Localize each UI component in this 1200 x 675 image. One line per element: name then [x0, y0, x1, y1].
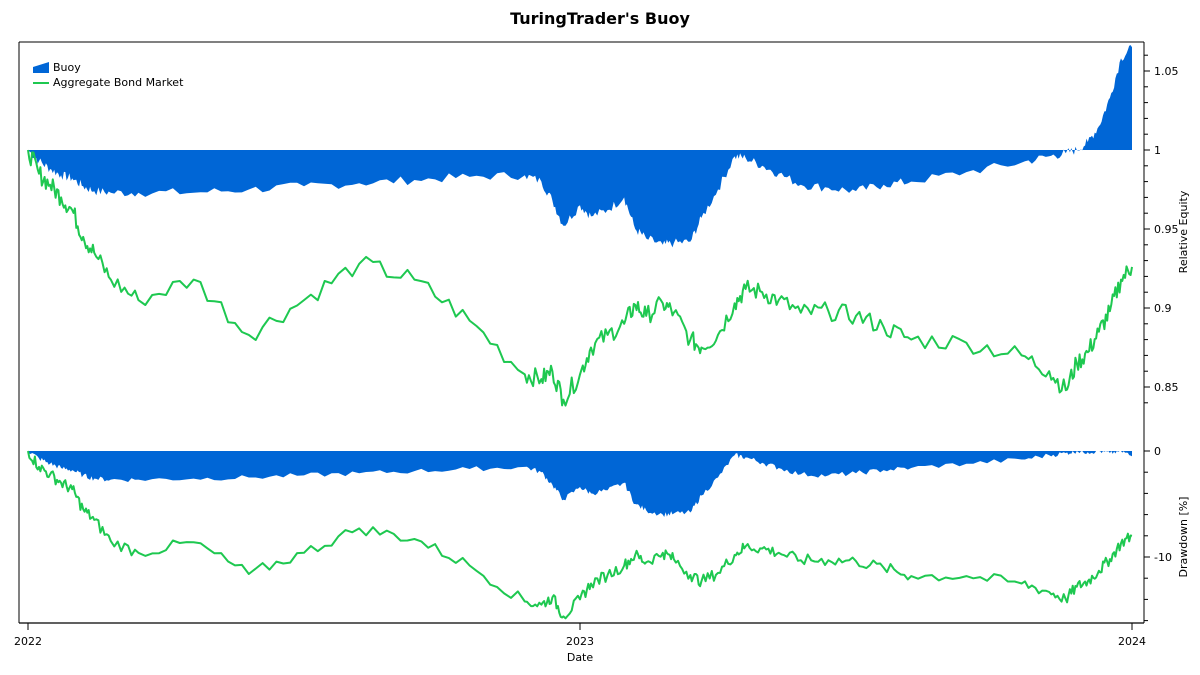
- x-axis-title: Date: [567, 651, 594, 664]
- equity-axis-title: Relative Equity: [1177, 190, 1190, 273]
- equity-tick-label: 0.95: [1154, 223, 1179, 236]
- x-tick-label: 2024: [1118, 635, 1146, 648]
- equity-tick-label: 0.9: [1154, 302, 1172, 315]
- chart-title: TuringTrader's Buoy: [510, 9, 690, 28]
- legend-label-bond: Aggregate Bond Market: [53, 76, 184, 89]
- line-swatch-icon: [33, 82, 49, 84]
- x-tick-label: 2023: [566, 635, 594, 648]
- drawdown-tick-label: -10: [1154, 551, 1172, 564]
- bond-equity-line: [27, 149, 1133, 407]
- equity-tick-label: 0.85: [1154, 381, 1179, 394]
- legend: Buoy Aggregate Bond Market: [33, 60, 183, 90]
- buoy-equity-area: [28, 45, 1132, 248]
- buoy-drawdown-area: [28, 451, 1132, 517]
- drawdown-axis-title: Drawdown [%]: [1177, 497, 1190, 578]
- axes: 1.05 1 0.95 0.9 0.85 0 -10 2022 2023 2024 Date Rela…: [14, 41, 1190, 664]
- legend-label-buoy: Buoy: [53, 61, 81, 74]
- equity-tick-label: 1.05: [1154, 65, 1179, 78]
- legend-item-bond: Aggregate Bond Market: [33, 75, 183, 90]
- plot-area: [27, 45, 1133, 620]
- bond-drawdown-line: [27, 450, 1133, 620]
- drawdown-tick-label: 0: [1154, 445, 1161, 458]
- x-tick-label: 2022: [14, 635, 42, 648]
- equity-tick-label: 1: [1154, 144, 1161, 157]
- area-swatch-icon: [33, 62, 49, 73]
- legend-item-buoy: Buoy: [33, 60, 183, 75]
